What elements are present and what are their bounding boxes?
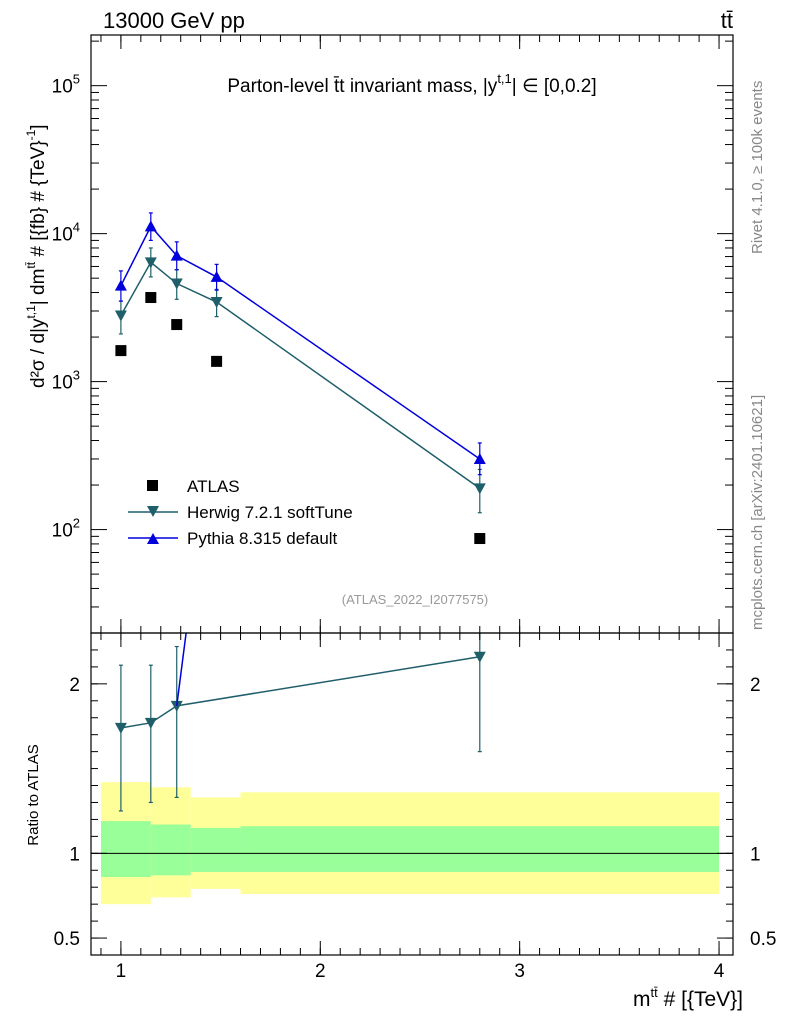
herwig-ratio-point (170, 700, 183, 712)
main-title-tail: | ∈ [0,0.2] (512, 76, 597, 97)
main-title: Parton-level t̄t invariant mass, |yt,1| … (227, 71, 596, 97)
herwig-point (473, 483, 486, 495)
ylabel-sup2: tt̄ (24, 261, 38, 268)
pythia-point (170, 249, 183, 261)
legend-atlas-marker (147, 480, 158, 491)
ratio-panel: 0.5 0.5 1 1 2 2 1 2 3 4 Ratio to ATLAS mtt̄ # [{T… (25, 632, 777, 1011)
main-series (114, 212, 486, 545)
main-y-axis-label: d²σ / d|yt,1| dmtt̄ # [{fb} # {TeV}-1] (24, 124, 49, 388)
ratio-y-tick-label: 0.5 (54, 929, 80, 950)
xlabel-tail: # [{TeV}] (658, 988, 743, 1011)
ratio-band-inner (150, 824, 191, 876)
ratio-ticks (91, 633, 733, 956)
ratio-y-axis-label: Ratio to ATLAS (25, 744, 42, 845)
legend-herwig-marker (147, 506, 159, 517)
atlas-point (115, 345, 127, 357)
herwig-ratio-line (120, 655, 480, 729)
ratio-band-inner (100, 821, 151, 878)
pythia-ratio-line (175, 633, 187, 706)
ratio-y-tick-label-right: 1 (750, 844, 761, 865)
xlabel-text: m (633, 988, 651, 1011)
pythia-point (210, 270, 223, 282)
legend-atlas-label: ATLAS (187, 477, 240, 496)
ratio-series (114, 633, 486, 812)
pythia-point (473, 452, 486, 464)
xlabel-sup: tt̄ (651, 985, 659, 1000)
pythia-point (114, 279, 127, 291)
atlas-point (474, 533, 486, 545)
x-tick-label: 4 (714, 961, 725, 982)
atlas-point (211, 355, 223, 367)
pythia-line (120, 225, 481, 460)
ratio-y-tick-label: 2 (69, 675, 80, 696)
x-axis-label: mtt̄ # [{TeV}] (633, 985, 743, 1011)
ratio-band-inner (240, 826, 720, 872)
herwig-ratio-point (473, 651, 486, 663)
ratio-frame (90, 632, 734, 956)
main-panel: 102 103 104 105 Parton-level t̄t invariant … (24, 34, 734, 634)
ratio-y-tick-label: 1 (69, 844, 80, 865)
x-tick-label: 3 (514, 961, 525, 982)
legend-pythia-marker (147, 533, 159, 544)
ratio-y-tick-label-right: 2 (750, 675, 761, 696)
ylabel-tail: # [{fb} # {TeV} (28, 140, 49, 262)
ylabel-sup1: t,1 (24, 305, 38, 319)
herwig-point (210, 297, 223, 309)
main-y-tick-label: 105 (52, 72, 80, 98)
ratio-tick-labels: 0.5 0.5 1 1 2 2 1 2 3 4 (54, 675, 777, 982)
main-title-text: Parton-level t̄t invariant mass, |y (227, 76, 497, 97)
header-left-title: 13000 GeV pp (103, 8, 245, 33)
ratio-uncertainty-bands (91, 782, 733, 905)
header-right-title: tt̄ (721, 8, 733, 33)
herwig-point (170, 278, 183, 290)
x-tick-label: 2 (315, 961, 326, 982)
ratio-band-inner (190, 827, 241, 872)
mcplots-text: mcplots.cern.ch [arXiv:2401.10621] (749, 395, 766, 630)
herwig-point (144, 257, 157, 269)
herwig-line (120, 261, 481, 489)
x-tick-label: 1 (116, 961, 127, 982)
ylabel-sup3: -1 (24, 129, 38, 140)
main-y-tick-label: 104 (52, 220, 80, 246)
main-y-tick-labels: 102 103 104 105 (52, 72, 80, 542)
atlas-point (171, 319, 183, 331)
pythia-point (144, 220, 157, 232)
herwig-ratio-point (144, 717, 157, 729)
rivet-version-text: Rivet 4.1.0, ≥ 100k events (749, 81, 766, 254)
ratio-y-tick-label-right: 0.5 (750, 929, 776, 950)
legend-pythia-label: Pythia 8.315 default (187, 529, 338, 548)
atlas-point (145, 292, 157, 304)
ylabel-end: ] (28, 124, 49, 129)
main-title-sup: t,1 (497, 71, 511, 86)
herwig-ratio-point (114, 722, 127, 734)
ylabel-mid: | dm (28, 269, 49, 306)
legend: ATLAS Herwig 7.2.1 softTune Pythia 8.315… (128, 477, 353, 548)
main-ticks (91, 35, 733, 634)
herwig-point (114, 310, 127, 322)
analysis-watermark: (ATLAS_2022_I2077575) (342, 592, 488, 607)
main-y-tick-label: 103 (52, 368, 80, 394)
main-y-tick-label: 102 (52, 516, 80, 542)
ylabel-text: d²σ / d|y (28, 318, 49, 388)
legend-herwig-label: Herwig 7.2.1 softTune (187, 503, 353, 522)
